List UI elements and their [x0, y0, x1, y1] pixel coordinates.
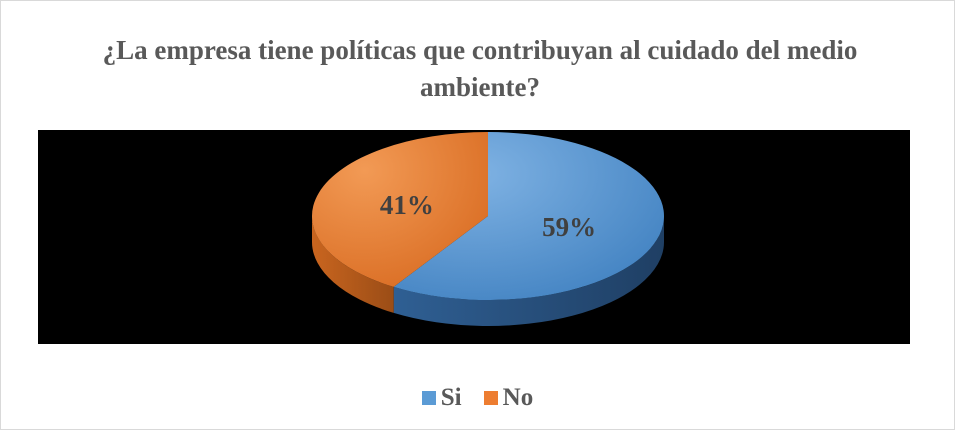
plot-area: 59% 41% [38, 130, 910, 344]
legend-swatch-no [483, 391, 498, 405]
legend: Si No [0, 380, 955, 416]
legend-item-si[interactable]: Si [421, 384, 462, 412]
legend-label-no: No [502, 384, 534, 411]
pie-side-no [312, 216, 394, 313]
pie-slice-no[interactable] [311, 132, 488, 287]
pie-side-si [393, 216, 664, 326]
data-label-no: 41% [380, 190, 434, 220]
pie-chart: 59% 41% [311, 132, 664, 326]
legend-label-si: Si [440, 384, 462, 411]
pie-slice-si[interactable] [393, 132, 664, 300]
chart-title: ¿La empresa tiene políticas que contribu… [102, 35, 858, 102]
legend-swatch-si [421, 391, 436, 405]
legend-item-no[interactable]: No [483, 384, 534, 412]
data-label-si: 59% [542, 212, 596, 242]
